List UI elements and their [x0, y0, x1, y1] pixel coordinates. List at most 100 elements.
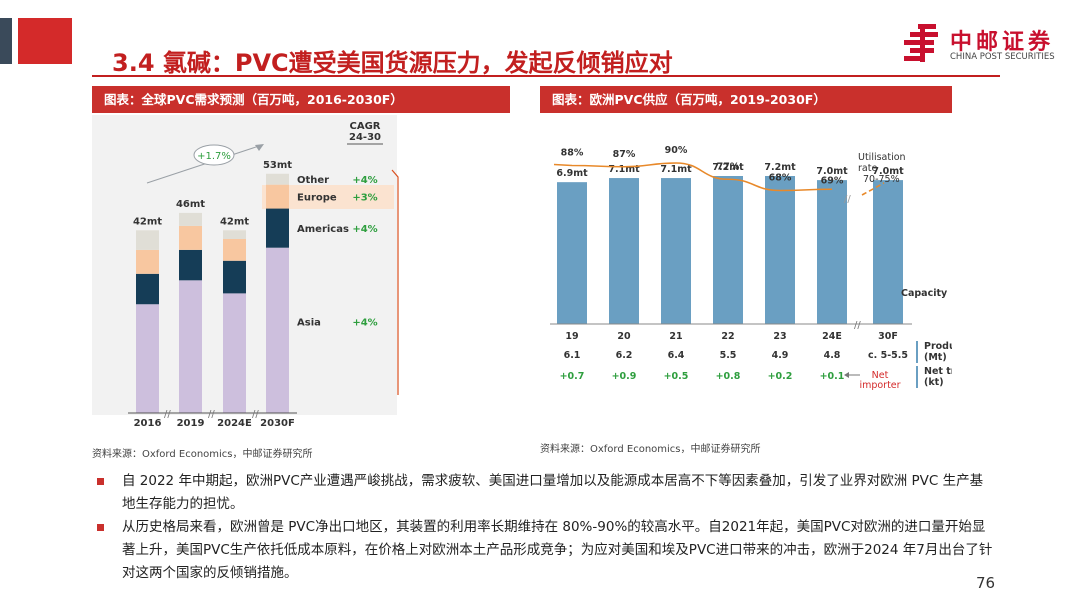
- utilisation-target-dash: [861, 182, 885, 196]
- bar-total-label: 42mt: [220, 216, 249, 227]
- x-tick-label: 2030F: [260, 418, 295, 429]
- capacity-bar: [713, 176, 743, 324]
- utilisation-value-label: 68%: [769, 173, 792, 184]
- bar-segment-other: [136, 230, 159, 250]
- net-trade-value: +0.7: [560, 371, 585, 382]
- series-label: Asia: [297, 317, 321, 328]
- bar-segment-asia: [179, 280, 202, 413]
- series-cagr-value: +4%: [352, 224, 377, 235]
- net-trade-value: +0.5: [664, 371, 689, 382]
- bar-segment-europe: [266, 184, 289, 209]
- bar-segment-asia: [266, 247, 289, 413]
- x-tick-label: 20: [617, 331, 631, 342]
- bullet-text: 从历史格局来看，欧洲曾是 PVC净出口地区，其装置的利用率长期维持在 80%-9…: [122, 519, 993, 581]
- right-chart-source: 资料来源：Oxford Economics，中邮证券研究所: [540, 444, 761, 455]
- x-tick-label: 24E: [822, 331, 842, 342]
- bar-segment-europe: [223, 239, 246, 261]
- capacity-bar: [873, 180, 903, 324]
- series-cagr-value: +4%: [352, 317, 377, 328]
- bar-total-label: 42mt: [133, 216, 162, 227]
- x-tick-label: 23: [773, 331, 786, 342]
- utilisation-axis-label-2: rate: [858, 163, 877, 174]
- capacity-bar: [765, 176, 795, 324]
- net-trade-value: +0.8: [716, 371, 741, 382]
- x-tick-label: 2024E: [217, 418, 252, 429]
- logo-chinese-name: 中邮证券: [950, 30, 1055, 55]
- utilisation-value-label: 88%: [561, 148, 584, 159]
- pvc-demand-chart: +1.7%42mt201646mt201942mt2024E53mt2030F/…: [92, 115, 399, 429]
- x-tick-label: 19: [565, 331, 578, 342]
- utilisation-value-label: 90%: [665, 145, 688, 156]
- utilisation-value-label: 87%: [613, 149, 636, 160]
- bullet-marker: [97, 524, 104, 531]
- title-decoration-red: [18, 18, 72, 64]
- bar-segment-asia: [136, 304, 159, 413]
- bar-segment-americas: [179, 249, 202, 281]
- net-trade-value: +0.1: [820, 371, 845, 382]
- bullet-marker: [97, 478, 104, 485]
- bar-segment-other: [179, 212, 202, 226]
- bar-segment-other: [266, 173, 289, 185]
- china-post-logo-icon: [904, 24, 938, 62]
- bar-segment-europe: [179, 225, 202, 250]
- bar-segment-americas: [136, 273, 159, 305]
- bar-segment-americas: [266, 208, 289, 248]
- capacity-value-label: 7.1mt: [660, 164, 692, 175]
- capacity-axis-label: Capacity: [901, 288, 948, 299]
- series-label: Europe: [297, 193, 337, 204]
- bullet-text: 自 2022 年中期起，欧洲PVC产业遭遇严峻挑战，需求疲软、美国进口量增加以及…: [122, 473, 984, 512]
- logo-english-name: CHINA POST SECURITIES: [950, 52, 1055, 62]
- bar-segment-other: [223, 230, 246, 239]
- bar-total-label: 46mt: [176, 199, 205, 210]
- axis-break-mark: //: [854, 320, 861, 331]
- axis-break-mark: //: [208, 409, 215, 420]
- production-value: 6.4: [668, 350, 685, 361]
- production-value: 6.1: [564, 350, 581, 361]
- production-value: 4.9: [772, 350, 789, 361]
- production-value: 6.2: [616, 350, 633, 361]
- bar-total-label: 53mt: [263, 160, 292, 171]
- utilisation-line: [553, 162, 833, 192]
- capacity-bar: [557, 182, 587, 324]
- net-trade-row-label: Net trade: [924, 366, 952, 377]
- left-chart-header: 图表：全球PVC需求预测（百万吨，2016-2030F）: [92, 86, 510, 113]
- x-tick-label: 2016: [134, 418, 162, 429]
- capacity-bar: [817, 180, 847, 324]
- growth-annotation-bubble: [193, 144, 235, 166]
- capacity-value-label: 7.2mt: [764, 162, 796, 173]
- series-cagr-value: +3%: [352, 193, 377, 204]
- page-title: 3.4 氯碱：PVC遭受美国货源压力，发起反倾销应对: [112, 49, 673, 77]
- production-row-unit: (Mt): [924, 352, 947, 363]
- net-importer-arrow-head: [844, 372, 849, 378]
- net-importer-label-2: importer: [859, 380, 900, 391]
- capacity-value-label: 7.0mt: [872, 166, 904, 177]
- production-value: 4.8: [824, 350, 841, 361]
- capacity-bar: [609, 178, 639, 324]
- bar-segment-americas: [223, 260, 246, 294]
- x-tick-label: 2019: [177, 418, 205, 429]
- production-value: 5.5: [720, 350, 737, 361]
- page-number: 76: [976, 574, 996, 592]
- europe-pvc-supply-chart: 6.9mt 19 6.1 +0.7 7.1mt 20 6.2 +0.9 7.1mt 21 6.4 +0…: [550, 145, 952, 391]
- axis-break-mark: //: [164, 409, 171, 420]
- utilisation-axis-label: Utilisation: [858, 152, 906, 163]
- series-label: Americas: [297, 224, 349, 235]
- growth-arrow-head: [255, 144, 264, 151]
- series-cagr-value: +4%: [352, 175, 377, 186]
- utilisation-value-label: 77%: [717, 161, 740, 172]
- capacity-value-label: 6.9mt: [556, 168, 588, 179]
- net-trade-value: +0.2: [768, 371, 793, 382]
- x-tick-label: 30F: [878, 331, 898, 342]
- bar-segment-asia: [223, 293, 246, 413]
- bar-segment-europe: [136, 249, 159, 274]
- cagr-header: CAGR: [350, 121, 381, 132]
- cagr-divider-line: [391, 169, 399, 395]
- production-row-label: Production: [924, 341, 952, 352]
- axis-break-mark: //: [252, 409, 259, 420]
- series-label: Other: [297, 175, 329, 186]
- production-value: c. 5-5.5: [868, 350, 908, 361]
- left-chart-source: 资料来源：Oxford Economics，中邮证券研究所: [92, 449, 313, 460]
- title-decoration-dark: [0, 18, 12, 64]
- cagr-header-period: 24-30: [349, 132, 381, 143]
- bullet-item: 从历史格局来看，欧洲曾是 PVC净出口地区，其装置的利用率长期维持在 80%-9…: [96, 516, 996, 585]
